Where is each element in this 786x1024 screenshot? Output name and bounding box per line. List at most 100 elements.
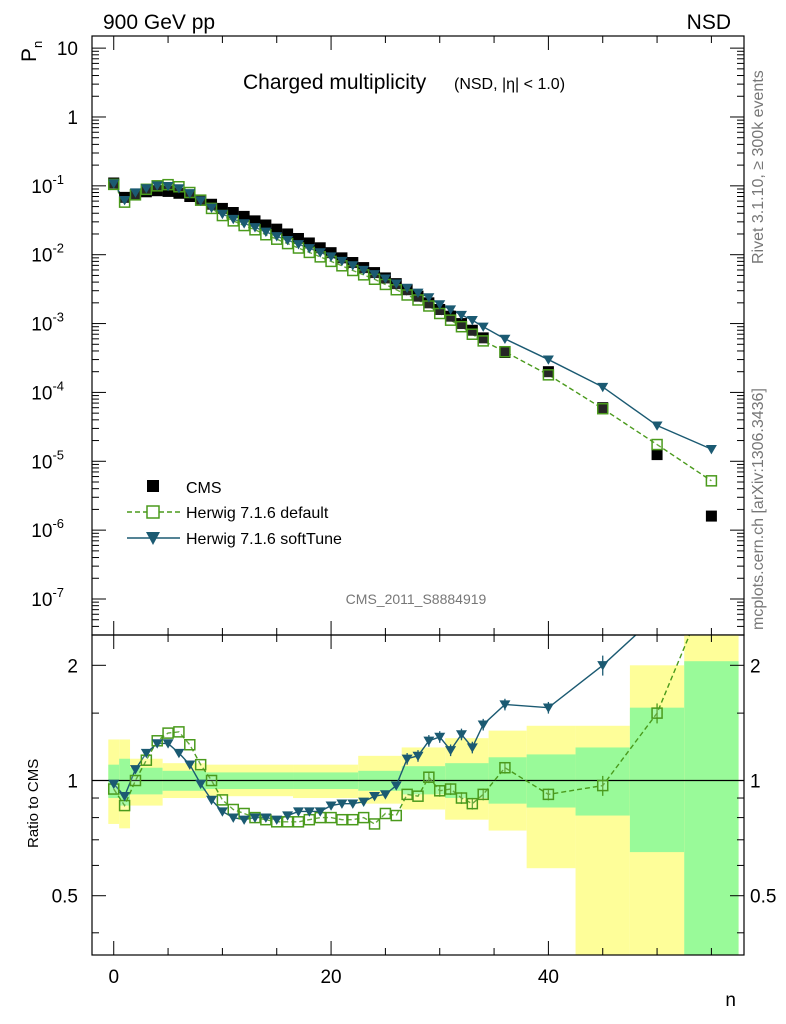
ratio-soft-point xyxy=(336,799,348,809)
cms-point xyxy=(597,402,609,414)
herwig-soft-point xyxy=(238,219,250,229)
cms-point xyxy=(238,210,250,222)
ratio-soft-point xyxy=(445,746,457,756)
ratio-soft-point xyxy=(347,799,359,809)
cms-point xyxy=(423,297,435,309)
herwig-default-point xyxy=(499,345,511,358)
ratio-default-point xyxy=(596,779,609,792)
ratio-default-point xyxy=(118,799,131,812)
herwig-default-line xyxy=(113,183,712,482)
ratio-soft-point xyxy=(227,813,239,823)
herwig-soft-point xyxy=(455,310,467,321)
ratio-soft-point xyxy=(216,807,228,817)
ratio-default-point xyxy=(368,818,381,830)
herwig-default-point xyxy=(455,320,468,333)
cms-point xyxy=(455,318,467,330)
ratio-soft-point xyxy=(455,730,467,740)
herwig-soft-point xyxy=(314,248,326,258)
cms-point xyxy=(227,207,239,219)
cms-point xyxy=(162,185,174,197)
cms-point xyxy=(651,449,663,461)
ratio-default-point xyxy=(455,792,468,804)
mcplots-note: mcplots.cern.ch [arXiv:1306.3436] xyxy=(750,388,767,630)
main-ylabel-sub: n xyxy=(30,41,45,48)
ratio-soft-point xyxy=(597,661,609,671)
cms-point xyxy=(292,232,304,244)
ratio-soft-point xyxy=(249,813,261,823)
ratio-soft-point xyxy=(434,732,446,743)
ratio-soft-point xyxy=(184,760,196,770)
legend-default-marker xyxy=(146,505,160,519)
herwig-soft-point xyxy=(401,283,413,294)
ratio-default-point xyxy=(194,758,207,771)
ratio-soft-line xyxy=(113,635,637,821)
ratio-default-point xyxy=(433,785,446,797)
herwig-default-point xyxy=(705,475,718,487)
main-ytick-label: 10-3 xyxy=(31,310,64,336)
header-left: 900 GeV pp xyxy=(103,11,215,34)
main-ylabel: P xyxy=(18,48,41,62)
ratio-default-point xyxy=(227,803,240,816)
x-axis-label: n xyxy=(725,990,736,1011)
herwig-soft-point xyxy=(227,214,239,225)
ratio-soft-point xyxy=(466,743,478,753)
cms-point xyxy=(260,219,272,231)
herwig-soft-point xyxy=(390,279,402,289)
ratio-ytick-label-right: 2 xyxy=(750,656,761,677)
herwig-soft-point xyxy=(336,256,348,267)
ratio-default-point xyxy=(184,739,196,751)
main-ytick-label: 10-5 xyxy=(31,447,64,473)
ratio-default-point xyxy=(325,811,337,824)
ratio-default-point xyxy=(390,809,403,822)
ratio-default-point xyxy=(651,707,663,719)
ratio-soft-point xyxy=(238,815,250,825)
ratio-plot-panel: 2 2 1 1 0.5 0.5 0 20 40 xyxy=(52,635,776,988)
ratio-soft-point xyxy=(260,813,272,823)
ratio-soft-point xyxy=(314,807,326,817)
ratio-soft-point xyxy=(292,807,304,817)
cms-point xyxy=(542,366,554,378)
ratio-soft-point xyxy=(358,797,370,807)
legend-soft-label: Herwig 7.1.6 softTune xyxy=(186,531,342,548)
cms-point xyxy=(477,332,489,344)
ratio-default-point xyxy=(423,771,435,783)
herwig-soft-point xyxy=(184,189,196,199)
plot-title: Charged multiplicity xyxy=(243,71,427,94)
herwig-default-point xyxy=(433,307,446,320)
herwig-default-point xyxy=(596,402,609,415)
ratio-band-inner xyxy=(629,707,685,853)
plot-subtitle: (NSD, |η| < 1.0) xyxy=(454,76,565,93)
rivet-note: Rivet 3.1.10, ≥ 300k events xyxy=(750,70,767,264)
ratio-soft-point xyxy=(379,790,391,800)
herwig-soft-point xyxy=(151,181,163,191)
cms-point xyxy=(249,215,261,227)
ratio-band-inner xyxy=(119,758,131,806)
ratio-xtick-label: 0 xyxy=(108,967,119,988)
herwig-soft-point xyxy=(379,274,391,284)
herwig-soft-point xyxy=(195,196,207,206)
ratio-ytick-label: 2 xyxy=(67,656,78,677)
ratio-default-point xyxy=(357,811,370,824)
ratio-ytick-label-right: 1 xyxy=(750,772,761,793)
herwig-soft-point xyxy=(477,322,489,332)
ratio-soft-point xyxy=(206,795,218,806)
cms-point xyxy=(314,242,326,254)
herwig-default-point xyxy=(444,314,457,326)
herwig-soft-point xyxy=(249,223,261,233)
main-ytick-label: 10-1 xyxy=(31,172,64,198)
ratio-soft-point xyxy=(151,739,163,749)
main-axes-layer: 10 1 10-1 10-2 10-3 10-4 10-5 10-6 10-7 xyxy=(31,36,744,636)
cms-point xyxy=(499,346,511,358)
ratio-soft-point xyxy=(412,751,424,762)
cms-point xyxy=(303,237,315,249)
ratio-soft-point xyxy=(119,792,131,802)
ratio-default-point xyxy=(336,813,348,826)
ratio-default-point xyxy=(466,797,479,810)
ratio-default-point xyxy=(216,794,229,806)
herwig-soft-point xyxy=(347,261,359,271)
main-plot-panel: 10 1 10-1 10-2 10-3 10-4 10-5 10-6 10-7 xyxy=(31,36,744,636)
herwig-soft-point xyxy=(292,240,304,250)
ratio-soft-point xyxy=(140,748,152,759)
analysis-watermark: CMS_2011_S8884919 xyxy=(346,591,487,607)
